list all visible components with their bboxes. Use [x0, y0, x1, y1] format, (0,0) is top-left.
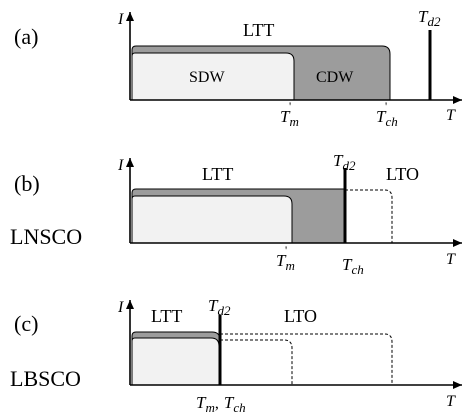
- panel-a-td2-label: Td2: [418, 7, 441, 29]
- panel-b-sample: LNSCO: [10, 224, 82, 249]
- panel-a-tick-tch: Tch: [376, 107, 398, 129]
- panel-b-x-label: T: [446, 251, 456, 268]
- panel-c: (c) LBSCO I T Td2 LTT LTO Tm, Tch: [10, 296, 462, 415]
- panel-a-x-label: T: [446, 107, 456, 124]
- panel-b-phase-ltt: LTT: [202, 164, 233, 184]
- panel-a-light-region: [131, 52, 295, 101]
- panel-a-sdw-label: SDW: [189, 69, 225, 86]
- panel-c-sample: LBSCO: [10, 366, 81, 391]
- panel-a: (a) I T Td2 LTT SDW CDW Tm ' Tch ': [14, 7, 462, 129]
- panel-c-dashed-outline-inner: [220, 339, 293, 385]
- panel-a-tick-tch-prime: ': [385, 99, 387, 113]
- panel-a-tick-tm-prime: ': [289, 99, 291, 113]
- panel-b-tick-tm-prime: ': [285, 243, 287, 257]
- panel-c-tick-tm-tch: Tm, Tch: [196, 393, 246, 415]
- panel-a-cdw-label: CDW: [316, 69, 354, 86]
- panel-a-label: (a): [14, 24, 38, 49]
- panel-b-td2-label: Td2: [333, 151, 356, 173]
- panel-b-light-region: [131, 195, 293, 244]
- panel-b-dashed-outline: [345, 189, 393, 243]
- panel-c-label: (c): [14, 311, 38, 336]
- panel-c-dashed-outline-outer: [220, 333, 393, 385]
- panel-c-phase-lto: LTO: [284, 306, 317, 326]
- panel-a-phase-ltt: LTT: [243, 20, 274, 40]
- panel-b-label: (b): [14, 171, 40, 196]
- panel-b-y-label: I: [117, 157, 124, 174]
- panel-b-phase-lto: LTO: [386, 164, 419, 184]
- panel-a-tick-tm: Tm: [280, 107, 299, 129]
- panel-b: (b) LNSCO I T Td2 LTT LTO Tm ' Tch: [10, 151, 462, 277]
- panel-c-td2-label: Td2: [208, 296, 231, 318]
- panel-c-phase-ltt: LTT: [151, 306, 182, 326]
- panel-a-y-label: I: [117, 11, 124, 28]
- panel-b-tick-tm: Tm: [276, 251, 295, 273]
- panel-b-tick-tch: Tch: [342, 255, 364, 277]
- panel-c-light-region: [131, 337, 220, 386]
- panel-c-x-label: T: [446, 393, 456, 410]
- panel-c-y-label: I: [117, 299, 124, 316]
